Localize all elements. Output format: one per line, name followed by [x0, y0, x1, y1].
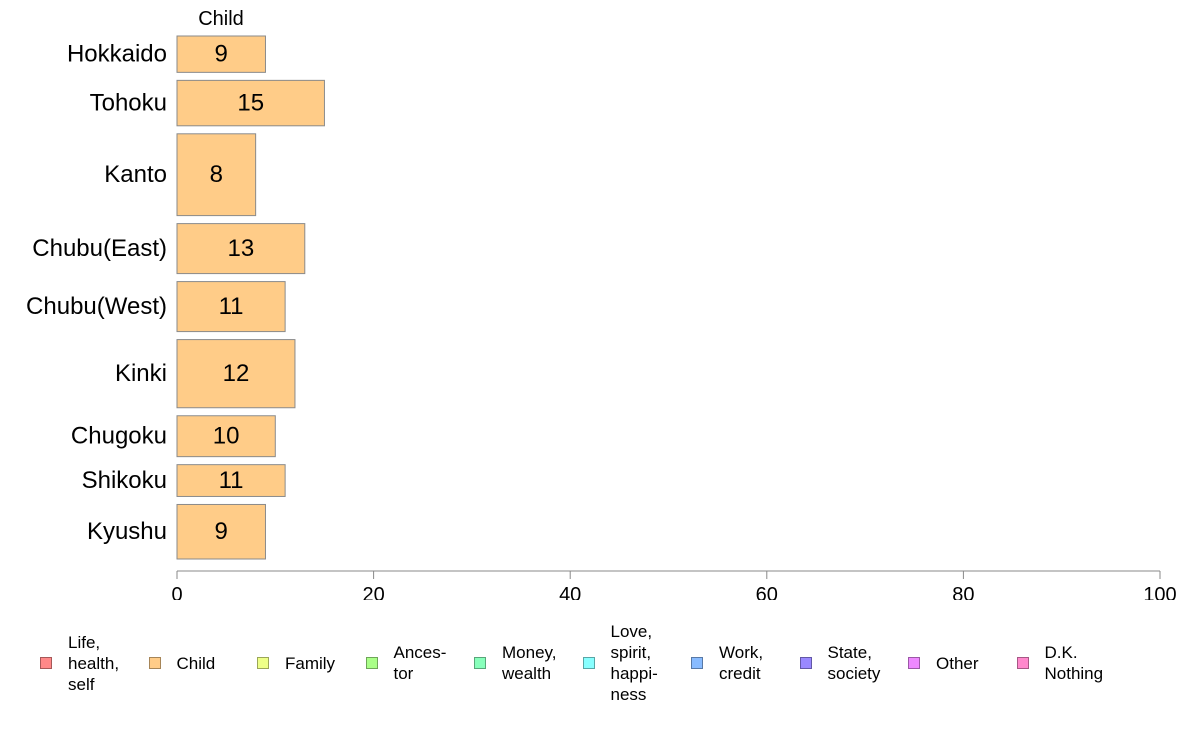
legend-label: Money, wealth — [502, 643, 557, 683]
bar-chubu-west — [176, 281, 286, 333]
legend: Life, health, self Child Family Ances- tor M… — [40, 620, 1180, 720]
legend-swatch — [799, 657, 812, 669]
legend-label: Love, spirit, happi- ness — [610, 622, 658, 704]
legend-item: D.K. Nothing — [1016, 620, 1104, 706]
bar-value-label: 11 — [219, 293, 244, 320]
legend-swatch — [365, 657, 378, 669]
legend-label: Ances- tor — [393, 643, 447, 683]
bar-value-label: 11 — [219, 467, 244, 494]
legend-label: Work, credit — [719, 643, 764, 683]
legend-label: Child — [176, 653, 216, 673]
bar-value-label: 9 — [215, 518, 228, 545]
category-label: Chugoku — [71, 423, 167, 450]
category-label: Shikoku — [82, 467, 167, 494]
legend-swatch — [474, 657, 486, 669]
legend-label: State, society — [827, 643, 881, 683]
bar-value-label: 15 — [237, 90, 264, 117]
bar-chubu-east — [176, 223, 306, 275]
bar-hokkaido — [176, 35, 266, 73]
legend-swatch — [40, 657, 52, 669]
bar-kanto — [176, 133, 257, 217]
legend-swatch — [908, 657, 920, 669]
category-label: Hokkaido — [67, 41, 167, 68]
legend-item: Ances- tor — [365, 620, 447, 706]
category-label: Tohoku — [90, 90, 167, 117]
bar-tohoku — [176, 79, 325, 127]
bar-value-label: 13 — [228, 235, 255, 262]
legend-label: Life, health, self — [68, 632, 120, 694]
legend-swatch — [148, 657, 161, 669]
bar-kyushu — [176, 503, 266, 560]
legend-item: State, society — [799, 620, 881, 706]
x-tick-label: 60 — [756, 584, 778, 600]
bar-value-label: 9 — [215, 41, 228, 68]
category-label: Chubu(West) — [26, 293, 167, 320]
legend-swatch — [1016, 657, 1029, 669]
legend-label: D.K. Nothing — [1044, 643, 1104, 683]
bar-value-label: 10 — [213, 423, 240, 450]
legend-item: Work, credit — [691, 620, 763, 706]
legend-item: Money, wealth — [474, 620, 557, 706]
x-tick-label: 0 — [171, 584, 182, 600]
legend-item: Love, spirit, happi- ness — [582, 620, 658, 706]
legend-item: Family — [257, 620, 335, 706]
x-tick-label: 100 — [1143, 584, 1176, 600]
legend-swatch — [257, 657, 269, 669]
panel-label: Child — [198, 8, 244, 30]
bar-chugoku — [176, 415, 276, 458]
category-label: Kyushu — [87, 518, 167, 545]
bar-value-label: 12 — [223, 360, 250, 387]
legend-item: Life, health, self — [40, 620, 119, 706]
bar-shikoku — [176, 464, 286, 497]
bar-kinki — [176, 339, 296, 409]
x-tick-label: 80 — [952, 584, 974, 600]
category-label: Kinki — [115, 360, 167, 387]
legend-swatch — [582, 657, 595, 669]
legend-label: Family — [285, 653, 336, 673]
legend-item: Child — [148, 620, 216, 706]
category-label: Chubu(East) — [32, 235, 167, 262]
x-tick-label: 20 — [362, 584, 384, 600]
legend-item: Other — [908, 620, 979, 706]
bar-value-label: 8 — [210, 161, 223, 188]
x-tick-label: 40 — [559, 584, 581, 600]
category-label: Kanto — [104, 161, 167, 188]
x-axis: 0 20 40 60 80 100 — [171, 570, 1177, 600]
legend-label: Other — [936, 653, 979, 673]
bars-group: Hokkaido 9 Tohoku 15 Kanto 8 Chubu(East) 13 Chub… — [26, 35, 325, 560]
legend-swatch — [691, 657, 703, 669]
bar-chart: Child Hokkaido 9 Tohoku 15 Kanto 8 Chubu(East)… — [26, 8, 1177, 600]
